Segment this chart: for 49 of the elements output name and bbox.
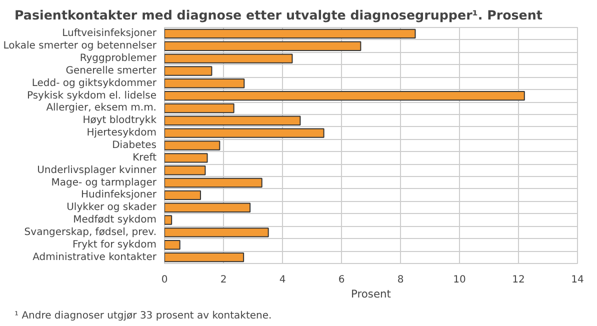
- bar: [164, 153, 208, 163]
- x-axis-title: Prosent: [351, 288, 391, 300]
- text: ¹ Andre diagnoser utgjør 33 prosent av kontaktene.: [14, 310, 272, 322]
- y-tick-label: Ryggproblemer: [80, 53, 158, 64]
- bar: [164, 128, 324, 138]
- bar: [164, 66, 212, 76]
- bar: [164, 178, 262, 188]
- x-tick-label: 14: [571, 274, 584, 286]
- y-tick-label: Underlivsplager kvinner: [37, 164, 158, 176]
- x-tick-label: 0: [161, 274, 168, 286]
- y-tick-label: Medfødt sykdom: [73, 214, 157, 226]
- y-tick-label: Luftveisinfeksjoner: [62, 28, 158, 40]
- chart-title: Pasientkontakter med diagnose etter utvalgte diagnosegrupper¹. Prosent: [14, 8, 542, 22]
- bar: [164, 165, 206, 176]
- bar: [164, 252, 244, 262]
- y-tick-label: Allergier, eksem m.m.: [46, 102, 157, 114]
- y-tick-label: Ulykker og skader: [66, 202, 158, 214]
- y-tick-label: Diabetes: [112, 140, 156, 151]
- y-tick-label: Generelle smerter: [66, 65, 158, 76]
- bar: [164, 202, 251, 212]
- bar: [164, 54, 293, 64]
- y-tick-label: Ledd- og giktsykdommer: [32, 78, 158, 89]
- y-tick-label: Psykisk sykdom el. lidelse: [26, 90, 157, 102]
- bar: [164, 116, 301, 126]
- bar: [164, 215, 172, 225]
- x-tick-label: 12: [512, 274, 525, 286]
- y-tick-label: Kreft: [132, 152, 157, 164]
- bar: [164, 140, 220, 150]
- y-tick-label: Høyt blodtrykk: [82, 115, 157, 126]
- y-tick-label: Lokale smerter og betennelser: [3, 40, 158, 52]
- bar: [164, 190, 201, 200]
- bar: [164, 28, 416, 39]
- bar: [164, 103, 234, 114]
- x-tick-label: 6: [338, 274, 345, 286]
- bar: [164, 90, 525, 101]
- y-tick-label: Mage- og tarmplager: [51, 177, 158, 188]
- x-tick-label: 8: [397, 274, 404, 286]
- y-tick-label: Hjertesykdom: [86, 128, 157, 139]
- bar: [164, 41, 362, 51]
- x-tick-label: 10: [453, 274, 466, 286]
- x-tick-label: 2: [220, 274, 227, 286]
- y-tick-label: Hudinfeksjoner: [81, 190, 158, 201]
- y-tick-label: Frykt for sykdom: [72, 239, 156, 250]
- y-tick-label: Svangerskap, fødsel, prev.: [24, 226, 157, 238]
- bar: [164, 78, 245, 88]
- x-tick-label: 4: [279, 274, 286, 286]
- bar: [164, 228, 269, 238]
- y-tick-label: Administrative kontakter: [32, 252, 158, 263]
- bar: [164, 240, 180, 250]
